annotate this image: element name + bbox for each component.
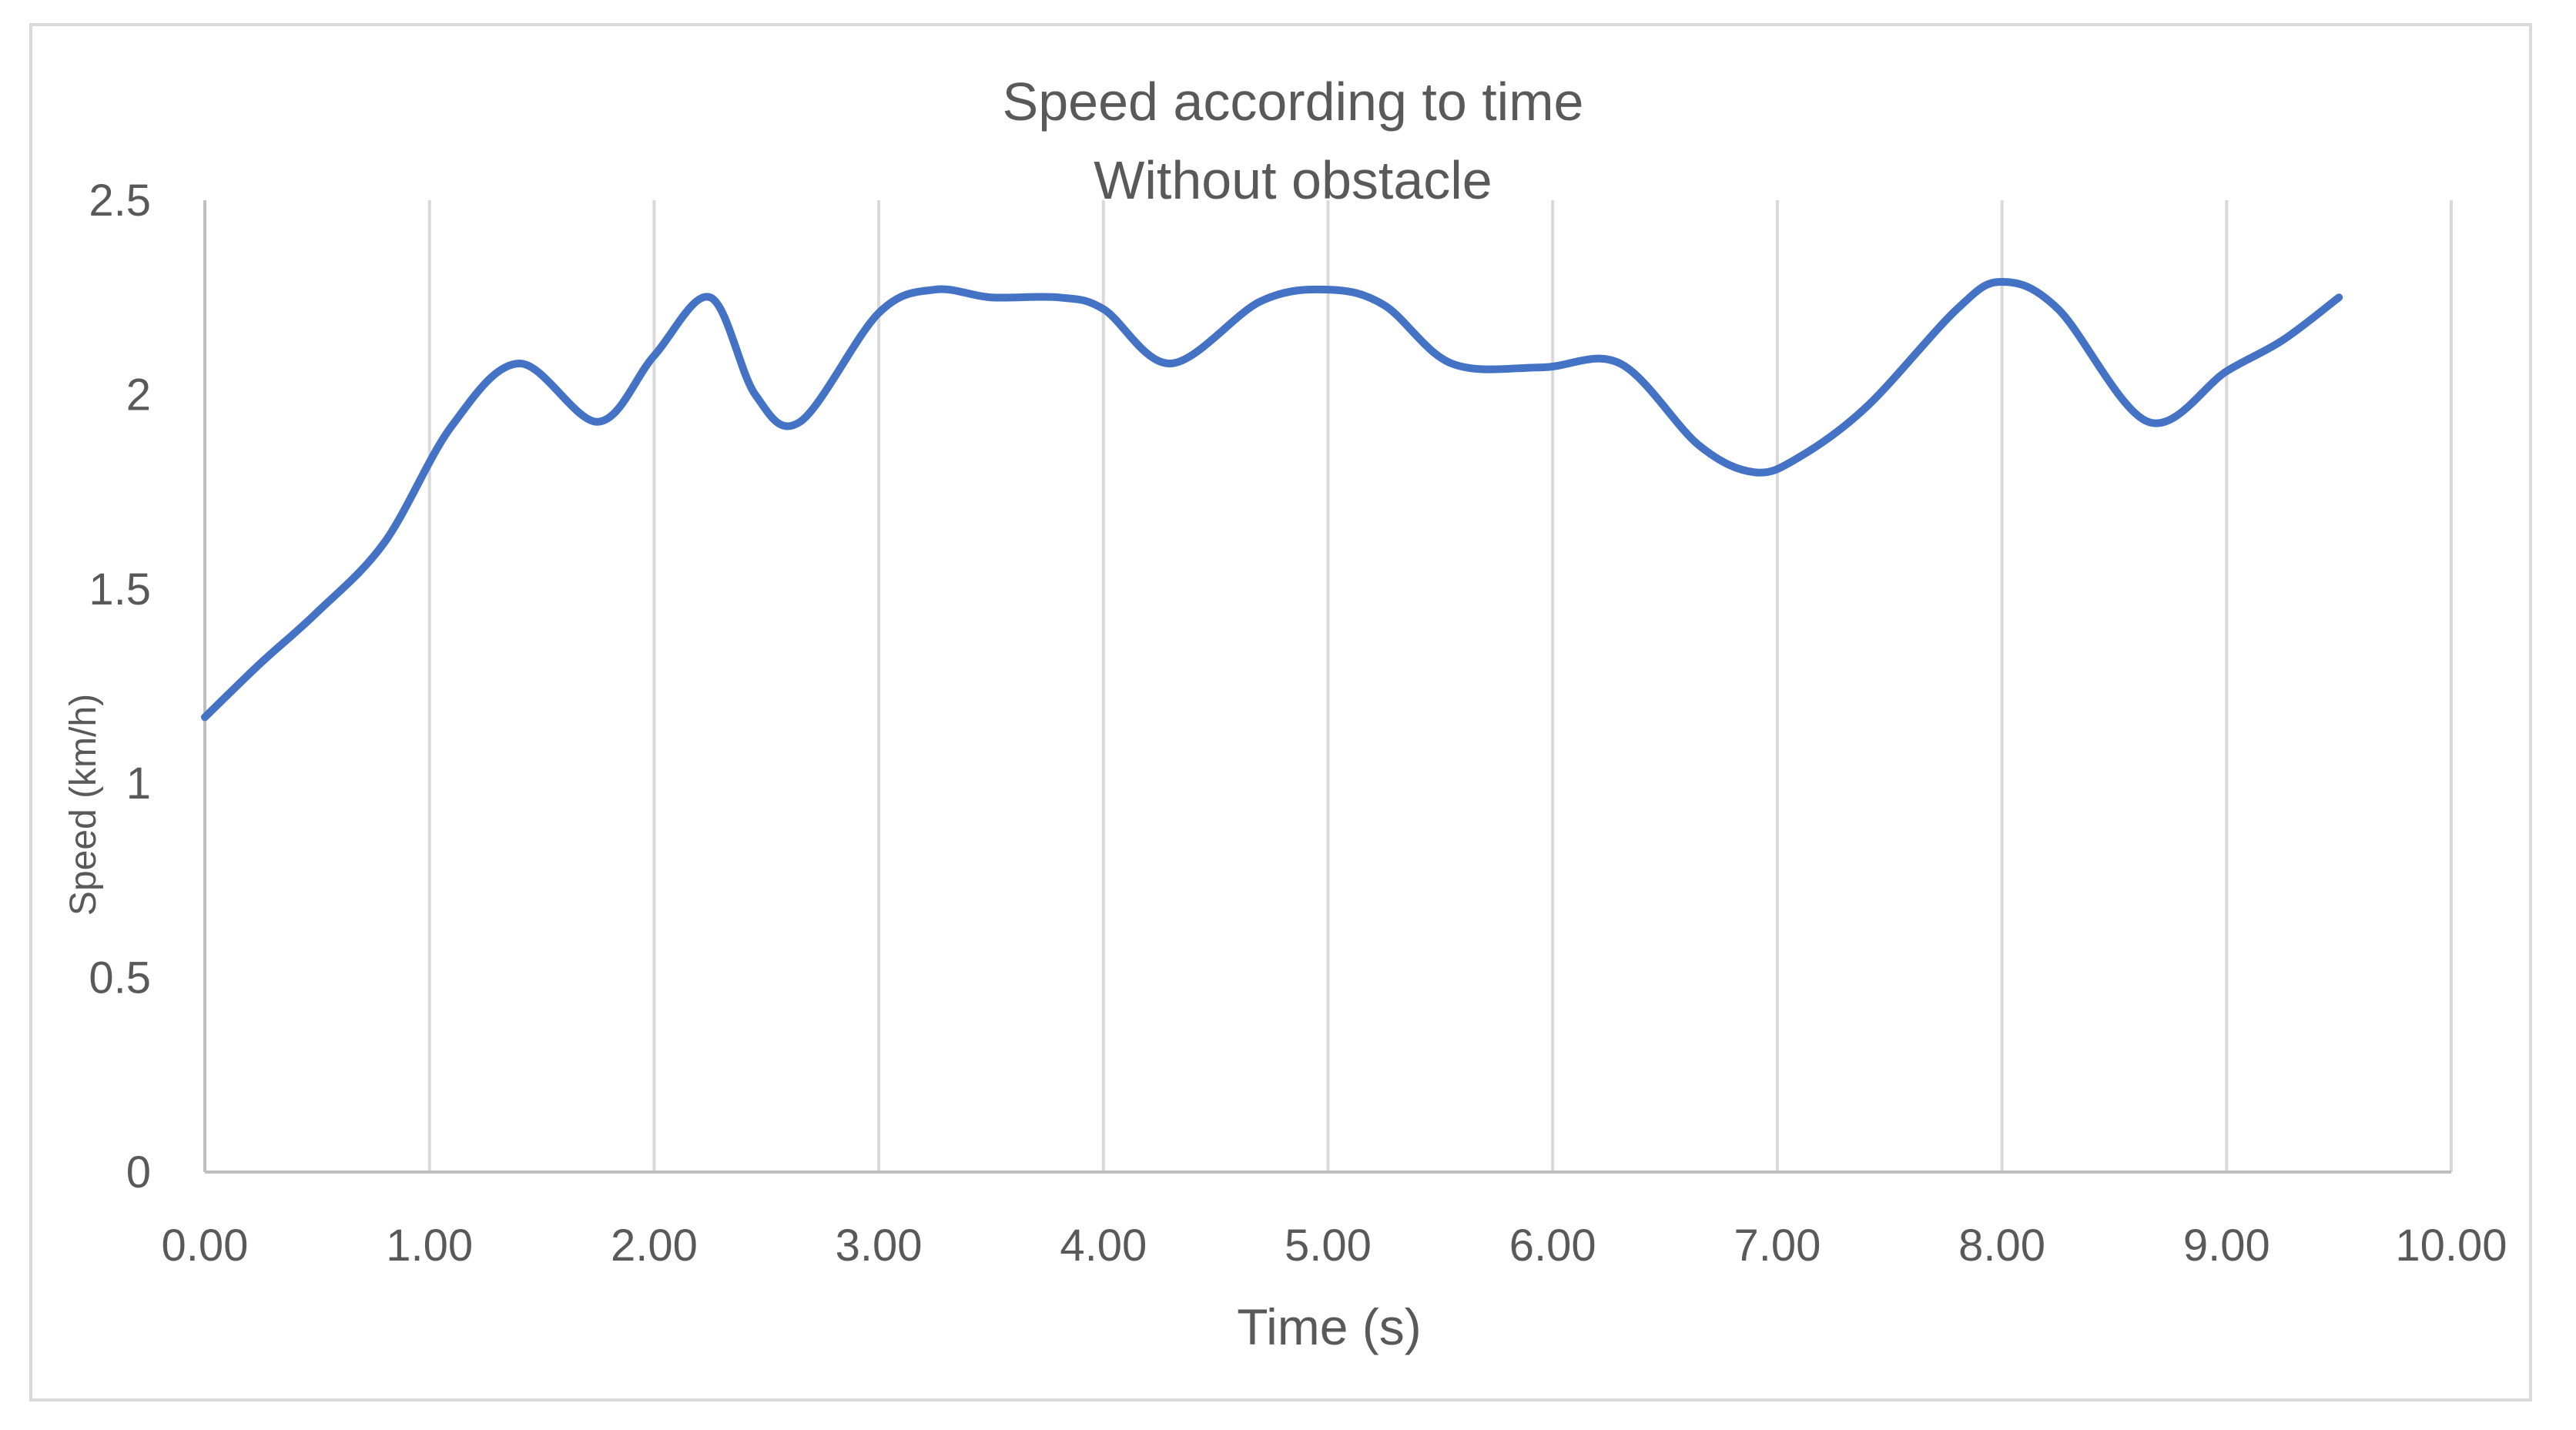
chart-title: Speed according to time Without obstacle xyxy=(1003,72,1584,210)
x-tick-label: 7.00 xyxy=(1734,1221,1821,1271)
x-axis-title: Time (s) xyxy=(1237,1298,1422,1355)
y-tick-label: 2.5 xyxy=(89,176,151,226)
x-tick-label: 9.00 xyxy=(2183,1221,2270,1271)
x-tick-label: 2.00 xyxy=(611,1221,698,1271)
y-axis-title: Speed (km/h) xyxy=(63,694,104,916)
x-tick-label: 8.00 xyxy=(1958,1221,2045,1271)
x-tick-label: 1.00 xyxy=(386,1221,473,1271)
x-tick-label: 6.00 xyxy=(1509,1221,1596,1271)
x-tick-label: 4.00 xyxy=(1060,1221,1147,1271)
line-chart: 0.00 1.00 2.00 3.00 4.00 5.00 6.00 7.00 8.00 9.00… xyxy=(63,72,2507,1355)
chart-title-line-1: Speed according to time xyxy=(1003,72,1584,132)
chart-frame: 0.00 1.00 2.00 3.00 4.00 5.00 6.00 7.00 8.00 9.00… xyxy=(29,23,2532,1402)
y-tick-label: 0 xyxy=(126,1147,151,1197)
tick-labels: 0.00 1.00 2.00 3.00 4.00 5.00 6.00 7.00 8.00 9.00… xyxy=(89,176,2507,1271)
y-tick-label: 2 xyxy=(126,370,151,420)
y-tick-label: 1.5 xyxy=(89,564,151,615)
x-tick-label: 3.00 xyxy=(836,1221,923,1271)
y-tick-label: 1 xyxy=(126,759,151,809)
gridlines xyxy=(427,200,2453,1172)
x-tick-label: 0.00 xyxy=(162,1221,249,1271)
chart-title-line-2: Without obstacle xyxy=(1094,150,1492,210)
x-tick-label: 5.00 xyxy=(1285,1221,1372,1271)
axes xyxy=(203,200,2451,1174)
y-tick-label: 0.5 xyxy=(89,953,151,1003)
x-tick-label: 10.00 xyxy=(2395,1221,2507,1271)
speed-series-line xyxy=(201,278,2343,722)
series xyxy=(201,278,2343,722)
